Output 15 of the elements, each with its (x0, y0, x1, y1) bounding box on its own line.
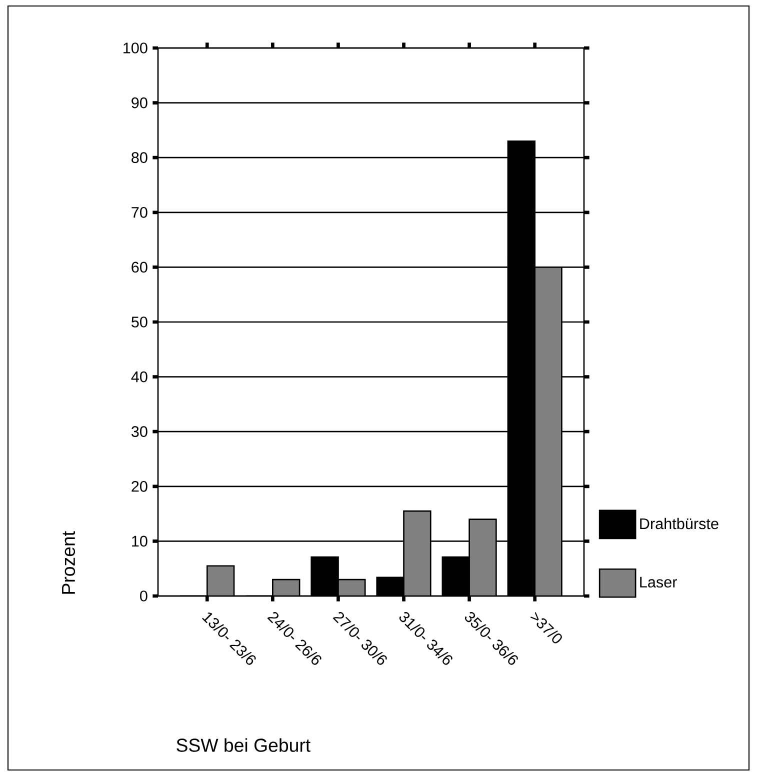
y-tick-label: 10 (132, 536, 148, 547)
y-tick-label: 0 (140, 590, 148, 602)
legend-label: Drahtbürste (640, 518, 718, 530)
y-tick-label: 100 (124, 42, 148, 54)
y-tick-label: 40 (131, 371, 148, 382)
y-tick-label: 30 (131, 426, 148, 438)
y-tick-label: 20 (132, 480, 148, 492)
legend-label: Laser (640, 576, 677, 588)
y-tick-label: 60 (132, 262, 148, 273)
y-axis-title: Prozent (62, 531, 76, 594)
y-tick-label: 80 (132, 152, 148, 164)
x-axis-title: SSW bei Geburt (176, 738, 310, 752)
y-tick-label: 70 (132, 206, 148, 218)
y-tick-label: 50 (132, 316, 148, 328)
y-tick-label: 90 (132, 97, 148, 108)
